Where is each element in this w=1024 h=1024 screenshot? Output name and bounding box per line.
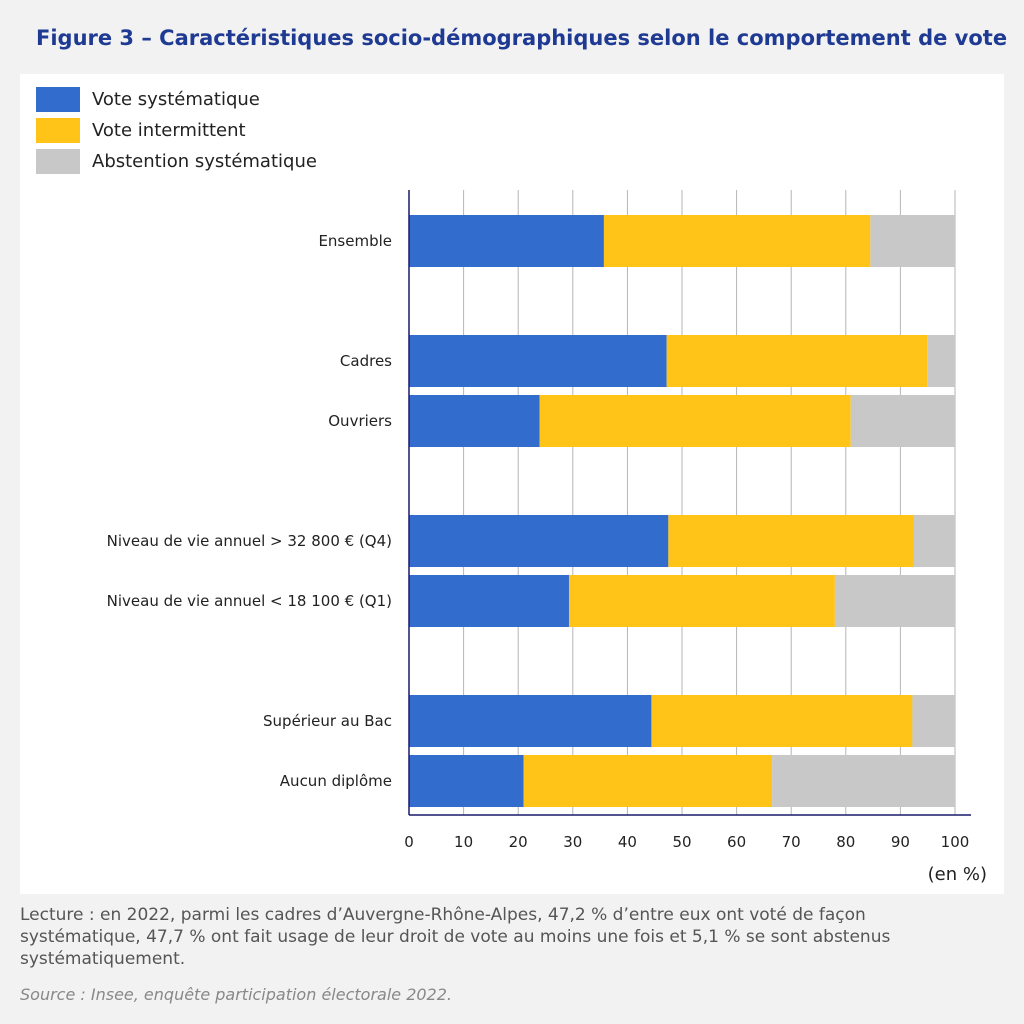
bar-5-series-1 <box>651 695 913 747</box>
reading-note: Lecture : en 2022, parmi les cadres d’Au… <box>20 905 891 969</box>
category-label: Niveau de vie annuel < 18 100 € (Q1) <box>107 592 392 610</box>
bar-1-series-0 <box>409 335 667 387</box>
category-labels: Ensemble Cadres Ouvriers Niveau de vie annu… <box>107 232 393 790</box>
bar-0-series-0 <box>409 215 604 267</box>
x-tick-label: 0 <box>404 833 414 851</box>
x-tick-label: 60 <box>727 833 746 851</box>
x-tick-label: 50 <box>672 833 691 851</box>
x-tick-label: 30 <box>563 833 582 851</box>
bar-4-series-2 <box>834 575 955 627</box>
bar-0-series-1 <box>603 215 871 267</box>
bar-2-series-1 <box>539 395 851 447</box>
legend: Vote systématique Vote intermittent Abst… <box>36 84 317 177</box>
legend-swatch <box>36 118 80 143</box>
bars <box>409 215 955 807</box>
x-tick-label: 40 <box>618 833 637 851</box>
bar-3-series-2 <box>913 515 955 567</box>
stacked-bar-chart: Ensemble Cadres Ouvriers Niveau de vie annu… <box>107 190 987 885</box>
legend-item-vote-intermittent: Vote intermittent <box>36 115 317 146</box>
bar-3-series-0 <box>409 515 669 567</box>
bar-0-series-2 <box>870 215 955 267</box>
bar-2-series-2 <box>850 395 955 447</box>
x-axis-unit-label: (en %) <box>928 864 987 885</box>
x-tick-label: 80 <box>836 833 855 851</box>
x-tick-label: 10 <box>454 833 473 851</box>
legend-item-abstention: Abstention systématique <box>36 146 317 177</box>
category-label: Aucun diplôme <box>280 772 392 790</box>
source-note: Source : Insee, enquête participation él… <box>20 985 452 1004</box>
bar-6-series-2 <box>772 755 955 807</box>
legend-label: Vote intermittent <box>92 120 246 141</box>
chart-panel: Vote systématique Vote intermittent Abst… <box>20 74 1004 894</box>
category-label: Niveau de vie annuel > 32 800 € (Q4) <box>107 532 392 550</box>
figure-title: Figure 3 – Caractéristiques socio-démogr… <box>36 26 1008 50</box>
legend-label: Vote systématique <box>92 89 260 110</box>
x-tick-label: 20 <box>509 833 528 851</box>
x-tick-label: 70 <box>782 833 801 851</box>
legend-label: Abstention systématique <box>92 151 317 172</box>
category-label: Supérieur au Bac <box>263 712 392 730</box>
category-label: Ouvriers <box>328 412 392 430</box>
bar-1-series-1 <box>666 335 928 387</box>
category-label: Ensemble <box>318 232 392 250</box>
tick-labels: 0 10 20 30 40 50 60 70 80 90 100 <box>404 833 969 851</box>
legend-item-vote-systematique: Vote systématique <box>36 84 317 115</box>
bar-6-series-0 <box>409 755 524 807</box>
x-tick-label: 100 <box>941 833 970 851</box>
bar-5-series-2 <box>912 695 955 747</box>
bar-5-series-0 <box>409 695 652 747</box>
axes <box>408 190 971 816</box>
legend-swatch <box>36 87 80 112</box>
legend-swatch <box>36 149 80 174</box>
bar-1-series-2 <box>927 335 955 387</box>
category-label: Cadres <box>340 352 392 370</box>
bar-4-series-0 <box>409 575 569 627</box>
bar-6-series-1 <box>523 755 773 807</box>
x-tick-label: 90 <box>891 833 910 851</box>
bar-4-series-1 <box>568 575 835 627</box>
bar-3-series-1 <box>668 515 914 567</box>
bar-2-series-0 <box>409 395 540 447</box>
